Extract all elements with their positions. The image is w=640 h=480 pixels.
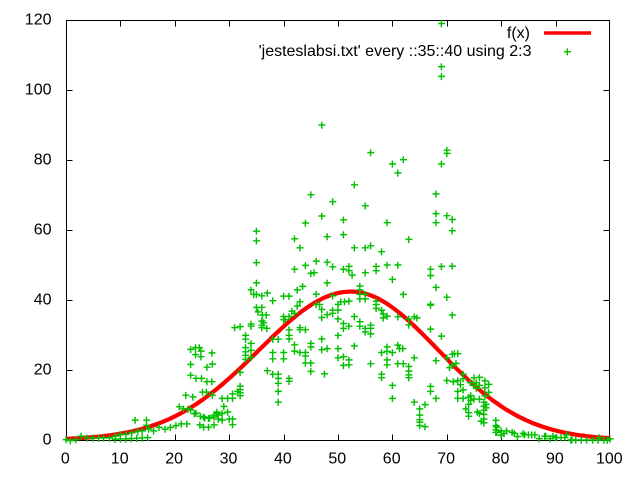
svg-text:20: 20 [165, 451, 183, 468]
svg-text:60: 60 [34, 222, 52, 239]
svg-text:80: 80 [34, 152, 52, 169]
svg-text:70: 70 [437, 451, 455, 468]
svg-text:0: 0 [43, 432, 52, 449]
svg-text:40: 40 [274, 451, 292, 468]
svg-text:f(x): f(x) [507, 25, 530, 42]
svg-text:120: 120 [25, 12, 52, 29]
svg-text:60: 60 [383, 451, 401, 468]
svg-text:30: 30 [220, 451, 238, 468]
svg-text:10: 10 [111, 451, 129, 468]
svg-text:100: 100 [596, 451, 623, 468]
svg-text:100: 100 [25, 82, 52, 99]
svg-text:0: 0 [61, 451, 70, 468]
svg-text:90: 90 [546, 451, 564, 468]
svg-text:80: 80 [492, 451, 510, 468]
svg-text:'jesteslabsi.txt' every ::35::: 'jesteslabsi.txt' every ::35::40 using 2… [259, 43, 532, 60]
svg-text:50: 50 [328, 451, 346, 468]
svg-text:40: 40 [34, 292, 52, 309]
svg-text:20: 20 [34, 362, 52, 379]
